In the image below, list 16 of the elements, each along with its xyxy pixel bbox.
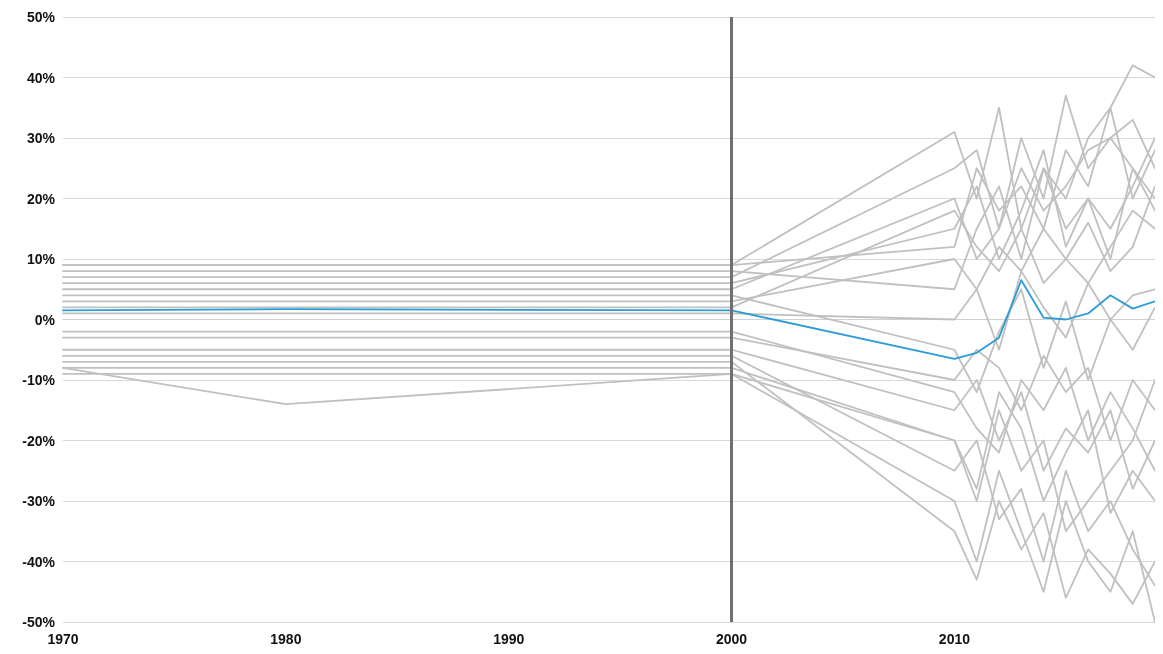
y-tick-label: -50%: [22, 614, 56, 630]
y-tick-label: -40%: [22, 553, 56, 570]
y-tick-label: 50%: [26, 9, 56, 25]
x-tick-label: 1990: [493, 631, 525, 647]
y-tick-label: 20%: [26, 190, 56, 207]
y-tick-label: -20%: [22, 432, 56, 449]
y-tick-label: -10%: [22, 372, 56, 388]
x-tick-label: 2010: [938, 631, 971, 647]
y-tick-label: 40%: [26, 69, 56, 86]
y-tick-label: 30%: [26, 130, 56, 146]
y-tick-label: 10%: [26, 251, 56, 267]
x-tick-label: 1970: [47, 631, 79, 647]
x-tick-label: 2000: [715, 631, 748, 647]
x-tick-label: 1980: [270, 631, 302, 647]
y-tick-label: 0%: [34, 311, 56, 328]
y-tick-label: -30%: [22, 493, 56, 509]
